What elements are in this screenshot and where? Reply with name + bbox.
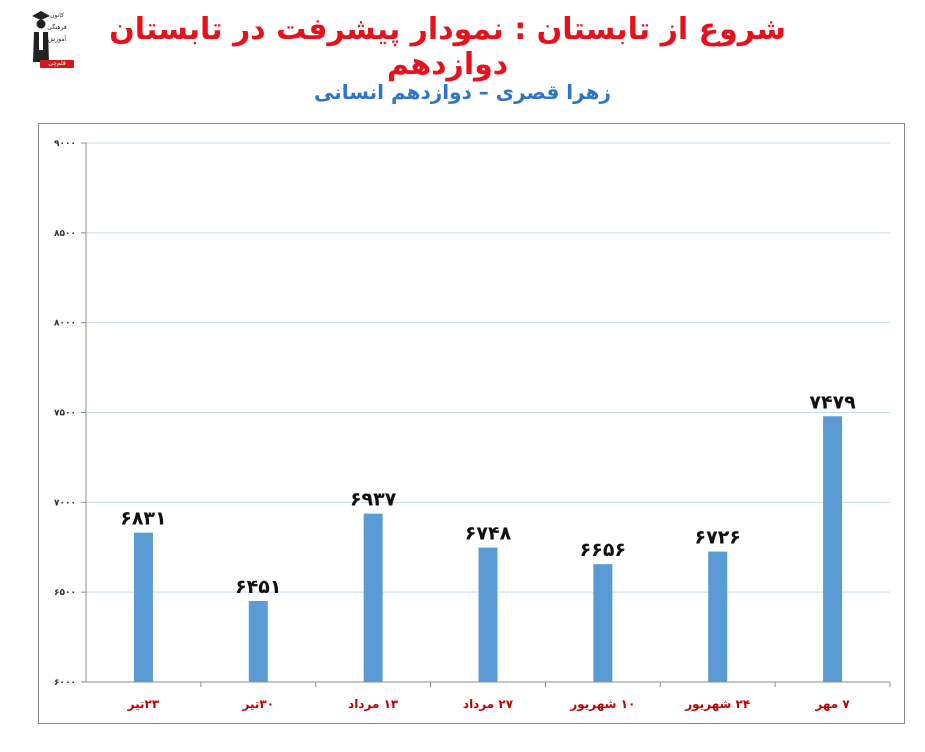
data-label: ۶۷۲۶: [695, 527, 741, 549]
logo-line-1: کانون: [50, 12, 64, 19]
logo-line-2: فرهنگی: [47, 24, 67, 31]
chart-title: شروع از تابستان : نمودار پیشرفت در تابست…: [109, 12, 786, 82]
x-tick-label: ۳۰تیر: [242, 697, 275, 711]
x-tick-label: ۲۳تیر: [127, 697, 160, 711]
logo: [30, 6, 82, 66]
y-tick-label: ۸۵۰۰: [54, 229, 76, 239]
bar: [823, 416, 843, 682]
bar: [708, 551, 728, 682]
bar: [593, 564, 613, 682]
y-tick-label: ۹۰۰۰: [54, 139, 76, 149]
y-tick-label: ۷۰۰۰: [54, 498, 76, 508]
x-tick-label: ۱۳ مرداد: [348, 697, 399, 711]
graduate-icon: [32, 11, 50, 62]
data-label: ۶۹۳۷: [350, 489, 397, 511]
bar: [248, 600, 268, 682]
data-label: ۶۷۴۸: [465, 523, 512, 545]
data-label: ۶۶۵۶: [580, 539, 626, 561]
y-tick-label: ۷۵۰۰: [54, 409, 76, 419]
y-tick-label: ۶۵۰۰: [54, 588, 76, 598]
x-tick-label: ۲۷ مرداد: [463, 697, 514, 711]
x-tick-label: ۲۴ شهریور: [684, 697, 750, 712]
logo-line-3: آموزش: [47, 36, 67, 43]
bar: [363, 513, 383, 682]
x-tick-label: ۷ مهر: [814, 697, 850, 711]
data-label: ۶۴۵۱: [235, 576, 281, 598]
chart-subtitle: زهرا قصری – دوازدهم انسانی: [314, 80, 611, 104]
y-tick-label: ۸۰۰۰: [54, 319, 76, 329]
bar: [133, 532, 153, 682]
data-label: ۷۴۷۹: [809, 391, 856, 413]
y-tick-label: ۶۰۰۰: [54, 678, 76, 688]
logo-badge: قلم‌چی: [40, 60, 74, 68]
chart-frame: [38, 123, 905, 724]
x-tick-label: ۱۰ شهریور: [569, 697, 635, 712]
bar: [478, 547, 498, 682]
data-label: ۶۸۳۱: [120, 508, 166, 530]
